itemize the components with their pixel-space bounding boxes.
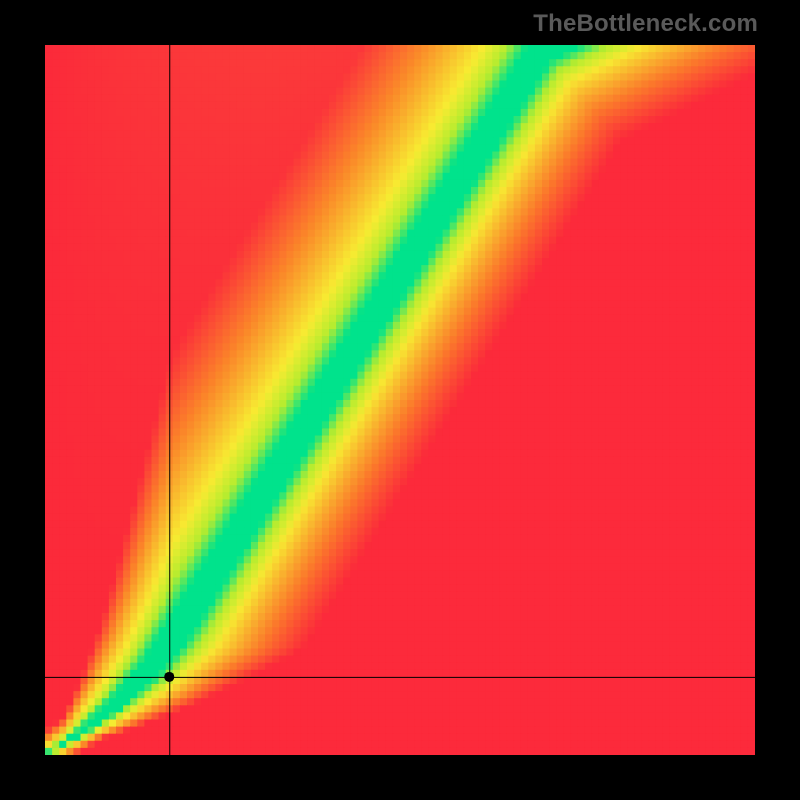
watermark-text: TheBottleneck.com — [533, 10, 758, 38]
chart-container: TheBottleneck.com — [0, 0, 800, 800]
heatmap-plot — [45, 45, 755, 755]
heatmap-canvas — [45, 45, 755, 755]
